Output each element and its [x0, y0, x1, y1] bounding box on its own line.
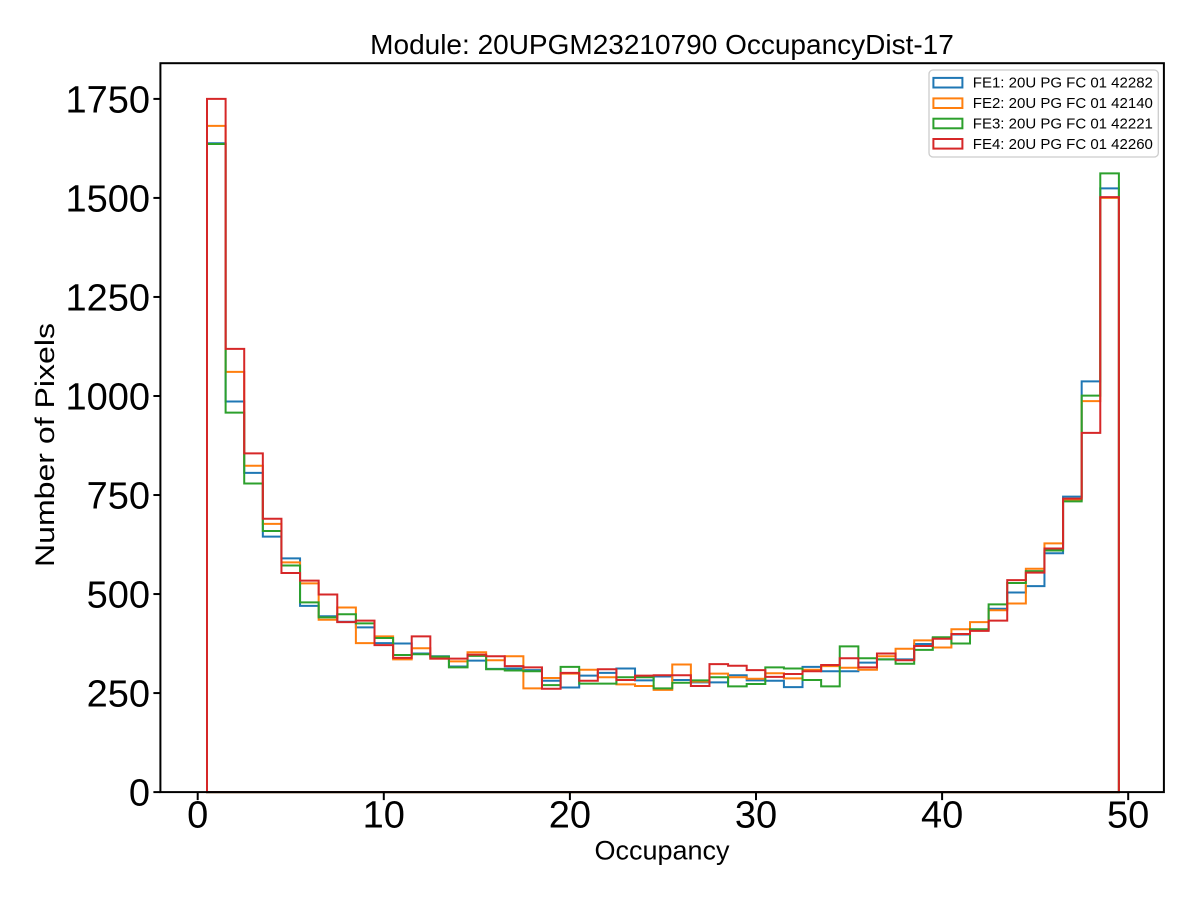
svg-text:30: 30	[735, 795, 777, 837]
svg-text:1750: 1750	[65, 79, 150, 121]
svg-text:FE1: 20U PG FC 01 42282: FE1: 20U PG FC 01 42282	[973, 75, 1153, 92]
svg-text:40: 40	[921, 795, 963, 837]
svg-text:1500: 1500	[65, 178, 150, 220]
svg-text:250: 250	[87, 674, 150, 716]
svg-text:750: 750	[87, 476, 150, 518]
svg-text:500: 500	[87, 575, 150, 617]
svg-text:20: 20	[549, 795, 591, 837]
svg-text:1000: 1000	[65, 376, 150, 418]
svg-text:FE2: 20U PG FC 01 42140: FE2: 20U PG FC 01 42140	[973, 95, 1153, 112]
svg-text:FE4: 20U PG FC 01 42260: FE4: 20U PG FC 01 42260	[973, 136, 1153, 153]
svg-text:1250: 1250	[65, 277, 150, 319]
svg-text:FE3: 20U PG FC 01 42221: FE3: 20U PG FC 01 42221	[973, 116, 1153, 133]
svg-text:0: 0	[129, 773, 150, 815]
svg-text:0: 0	[187, 795, 208, 837]
svg-text:Number of Pixels: Number of Pixels	[30, 323, 60, 567]
svg-text:Occupancy: Occupancy	[594, 836, 730, 866]
svg-text:Module: 20UPGM23210790 Occupan: Module: 20UPGM23210790 OccupancyDist-17	[370, 29, 954, 60]
svg-text:50: 50	[1107, 795, 1149, 837]
svg-text:10: 10	[363, 795, 405, 837]
